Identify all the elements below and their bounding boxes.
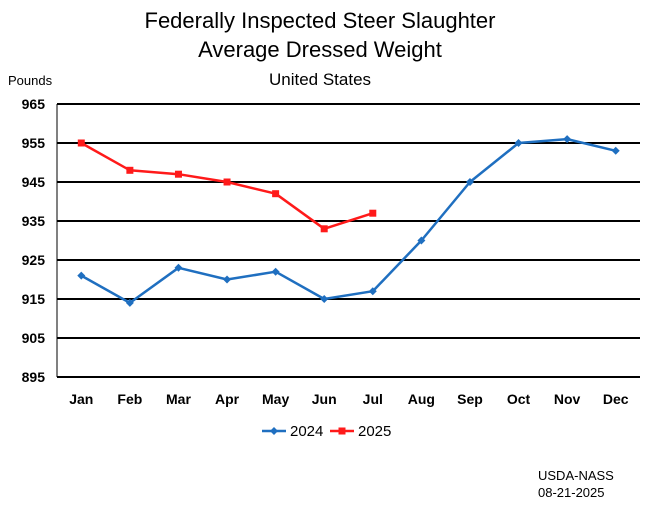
- point-2025-feb: [126, 166, 134, 174]
- grid-layer: [56, 103, 640, 378]
- point-2024-mar: [174, 263, 183, 272]
- y-tick-label-935: 935: [22, 213, 46, 229]
- legend-marker-2024: [270, 427, 278, 435]
- point-2024-sep: [465, 178, 474, 186]
- point-2024-jul: [368, 287, 377, 296]
- point-2024-nov: [563, 135, 572, 144]
- chart-subtitle: Average Dressed Weight: [198, 37, 442, 62]
- point-2024-jun: [320, 295, 329, 303]
- y-tick-label-955: 955: [22, 135, 46, 151]
- point-2025-may: [272, 190, 280, 198]
- x-tick-label-mar: Mar: [166, 391, 191, 407]
- x-tick-label-jan: Jan: [69, 391, 93, 407]
- y-tick-labels: 965 955 945 935 925 915 905 895: [22, 96, 46, 385]
- point-2025-jul: [369, 209, 377, 217]
- x-tick-label-aug: Aug: [408, 391, 435, 407]
- x-tick-label-oct: Oct: [507, 391, 531, 407]
- legend-label-2025: 2025: [358, 423, 391, 440]
- point-2024-may: [271, 267, 280, 276]
- y-tick-label-915: 915: [22, 291, 46, 307]
- point-2024-oct: [514, 139, 523, 147]
- x-tick-label-may: May: [262, 391, 289, 407]
- x-tick-label-dec: Dec: [603, 391, 629, 407]
- point-2024-feb: [125, 298, 134, 307]
- x-tick-label-jun: Jun: [312, 391, 337, 407]
- legend: 2024 2025: [262, 423, 391, 440]
- x-tick-label-sep: Sep: [457, 391, 483, 407]
- y-tick-label-945: 945: [22, 174, 46, 190]
- x-tick-label-jul: Jul: [363, 391, 383, 407]
- legend-label-2024: 2024: [290, 423, 323, 440]
- x-tick-label-apr: Apr: [215, 391, 240, 407]
- point-2024-dec: [611, 146, 620, 155]
- point-2024-jan: [77, 271, 86, 280]
- y-tick-label-925: 925: [22, 252, 46, 268]
- x-tick-label-feb: Feb: [117, 391, 142, 407]
- point-2024-apr: [223, 275, 232, 284]
- source-agency: USDA-NASS: [538, 468, 614, 483]
- x-tick-labels: Jan Feb Mar Apr May Jun Jul Aug Sep Oct Nov Dec: [69, 391, 629, 407]
- y-tick-label-895: 895: [22, 369, 46, 385]
- point-2025-jan: [77, 139, 85, 147]
- series-line-2024: [80, 137, 617, 305]
- source-date: 08-21-2025: [538, 485, 605, 500]
- point-2024-aug: [417, 236, 426, 245]
- point-2025-jun: [320, 225, 328, 233]
- point-2025-apr: [223, 178, 231, 186]
- x-tick-label-nov: Nov: [554, 391, 581, 407]
- y-tick-label-905: 905: [22, 330, 46, 346]
- series-layer: [77, 135, 620, 307]
- series-line-2025: [80, 141, 374, 231]
- chart-region: United States: [269, 70, 371, 89]
- legend-marker-2025: [338, 427, 346, 435]
- y-axis-label: Pounds: [8, 73, 53, 88]
- y-tick-label-965: 965: [22, 96, 46, 112]
- point-2025-mar: [174, 170, 182, 178]
- chart-title: Federally Inspected Steer Slaughter: [145, 8, 496, 33]
